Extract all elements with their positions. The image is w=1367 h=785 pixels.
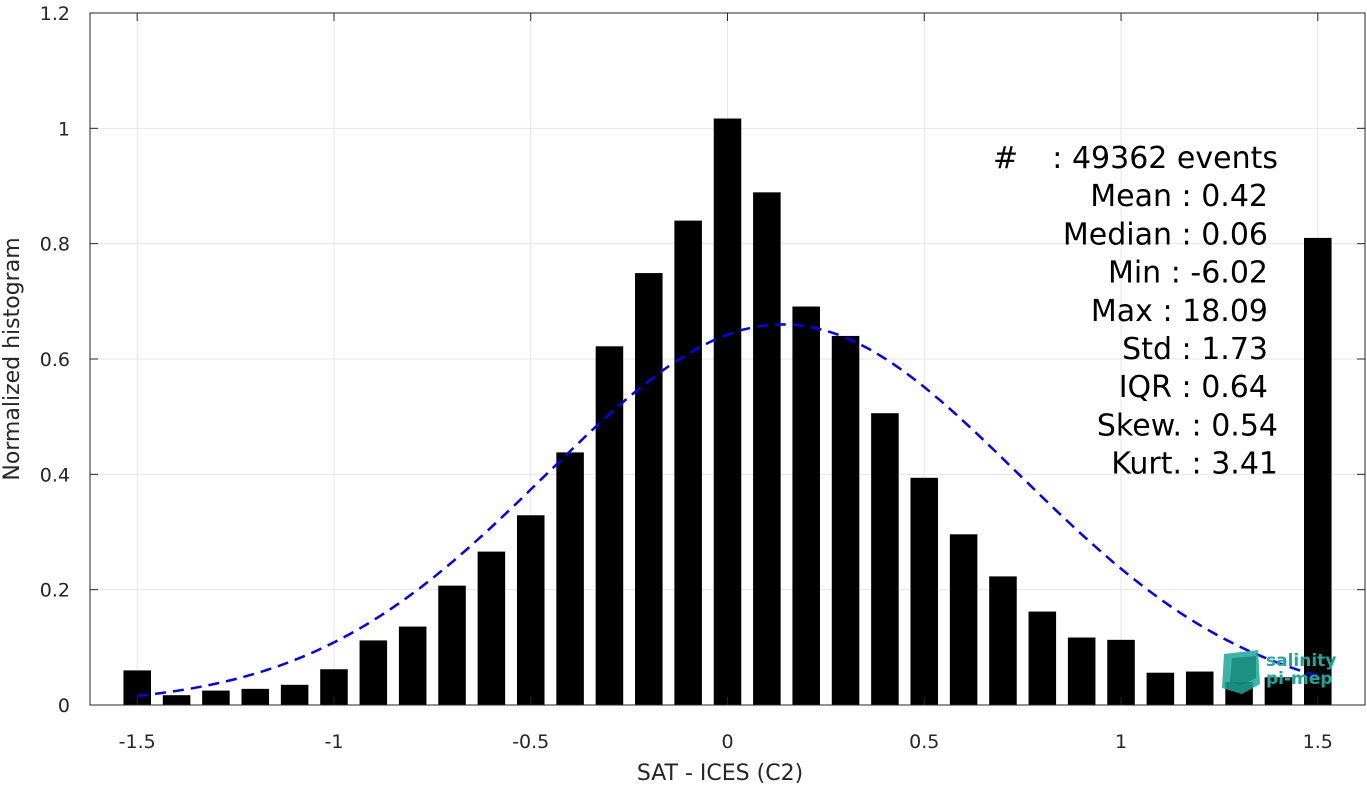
y-tick-label: 0.4 bbox=[40, 464, 70, 486]
stats-line: Kurt. : 3.41 bbox=[1111, 447, 1278, 482]
histogram-bar bbox=[674, 220, 702, 705]
histogram-bar bbox=[280, 684, 309, 705]
histogram-bar bbox=[1146, 672, 1175, 705]
histogram-bar bbox=[635, 273, 663, 705]
x-tick-label: -0.5 bbox=[512, 731, 549, 753]
histogram-bar bbox=[438, 585, 466, 705]
x-tick-label: 1 bbox=[1115, 731, 1127, 753]
histogram-bar bbox=[1107, 639, 1135, 705]
histogram-bar bbox=[1028, 611, 1057, 705]
histogram-bar bbox=[1304, 237, 1332, 705]
x-tick-label: -1 bbox=[325, 731, 344, 753]
x-tick-label: 0.5 bbox=[909, 731, 939, 753]
histogram-bar bbox=[1264, 677, 1293, 705]
histogram-bar bbox=[989, 576, 1017, 705]
histogram-bar bbox=[792, 306, 820, 705]
y-tick-label: 1.2 bbox=[40, 3, 70, 25]
histogram-bar bbox=[910, 477, 939, 705]
y-axis-label: Normalized histogram bbox=[0, 237, 25, 480]
histogram-bar bbox=[713, 118, 742, 705]
histogram-bar bbox=[556, 452, 584, 705]
stats-count-symbol: # bbox=[993, 141, 1018, 176]
stats-line: Std : 1.73 bbox=[1122, 332, 1268, 367]
stats-line: Skew. : 0.54 bbox=[1097, 408, 1278, 443]
histogram-bar bbox=[162, 695, 191, 705]
x-tick-label: 0 bbox=[721, 731, 733, 753]
gaussian-fit-curve bbox=[137, 323, 1319, 698]
histogram-bars bbox=[123, 118, 1332, 706]
salinity-pimep-logo: salinity pi-mep bbox=[1222, 650, 1336, 694]
histogram-bar bbox=[831, 335, 860, 705]
histogram-bar bbox=[595, 346, 624, 705]
histogram-bar bbox=[398, 626, 427, 705]
histogram-bar bbox=[359, 640, 388, 705]
stats-line: IQR : 0.64 bbox=[1119, 370, 1268, 405]
histogram-bar bbox=[516, 515, 545, 705]
histogram-bar bbox=[753, 192, 781, 706]
y-tick-label: 1 bbox=[58, 118, 70, 140]
logo-line1: salinity bbox=[1266, 651, 1336, 671]
stats-line: Mean : 0.42 bbox=[1090, 179, 1268, 214]
histogram-bar bbox=[477, 551, 506, 705]
histogram-bar bbox=[202, 690, 230, 705]
histogram-bar bbox=[1185, 671, 1214, 705]
histogram-bar bbox=[871, 413, 899, 705]
y-tick-label: 0 bbox=[58, 695, 70, 717]
stats-line: Max : 18.09 bbox=[1091, 294, 1268, 329]
x-axis-ticks: -1.5 -1 -0.5 0 0.5 1 1.5 bbox=[119, 13, 1333, 753]
histogram-bar bbox=[1067, 637, 1096, 705]
y-tick-label: 0.2 bbox=[40, 580, 70, 602]
logo-mark-shade-icon bbox=[1230, 656, 1256, 686]
histogram-bar bbox=[949, 534, 978, 705]
stats-count-value: : 49362 events bbox=[1052, 141, 1278, 176]
x-axis-label: SAT - ICES (C2) bbox=[637, 761, 803, 785]
x-tick-label: -1.5 bbox=[119, 731, 156, 753]
logo-line2: pi-mep bbox=[1266, 669, 1332, 689]
x-tick-label: 1.5 bbox=[1303, 731, 1333, 753]
stats-line: Min : -6.02 bbox=[1108, 256, 1268, 291]
stats-line: Median : 0.06 bbox=[1063, 217, 1268, 252]
y-tick-label: 0.6 bbox=[40, 349, 70, 371]
y-axis-ticks: 0 0.2 0.4 0.6 0.8 1 1.2 bbox=[40, 3, 1365, 717]
y-tick-label: 0.8 bbox=[40, 234, 70, 256]
histogram-bar bbox=[241, 688, 270, 705]
